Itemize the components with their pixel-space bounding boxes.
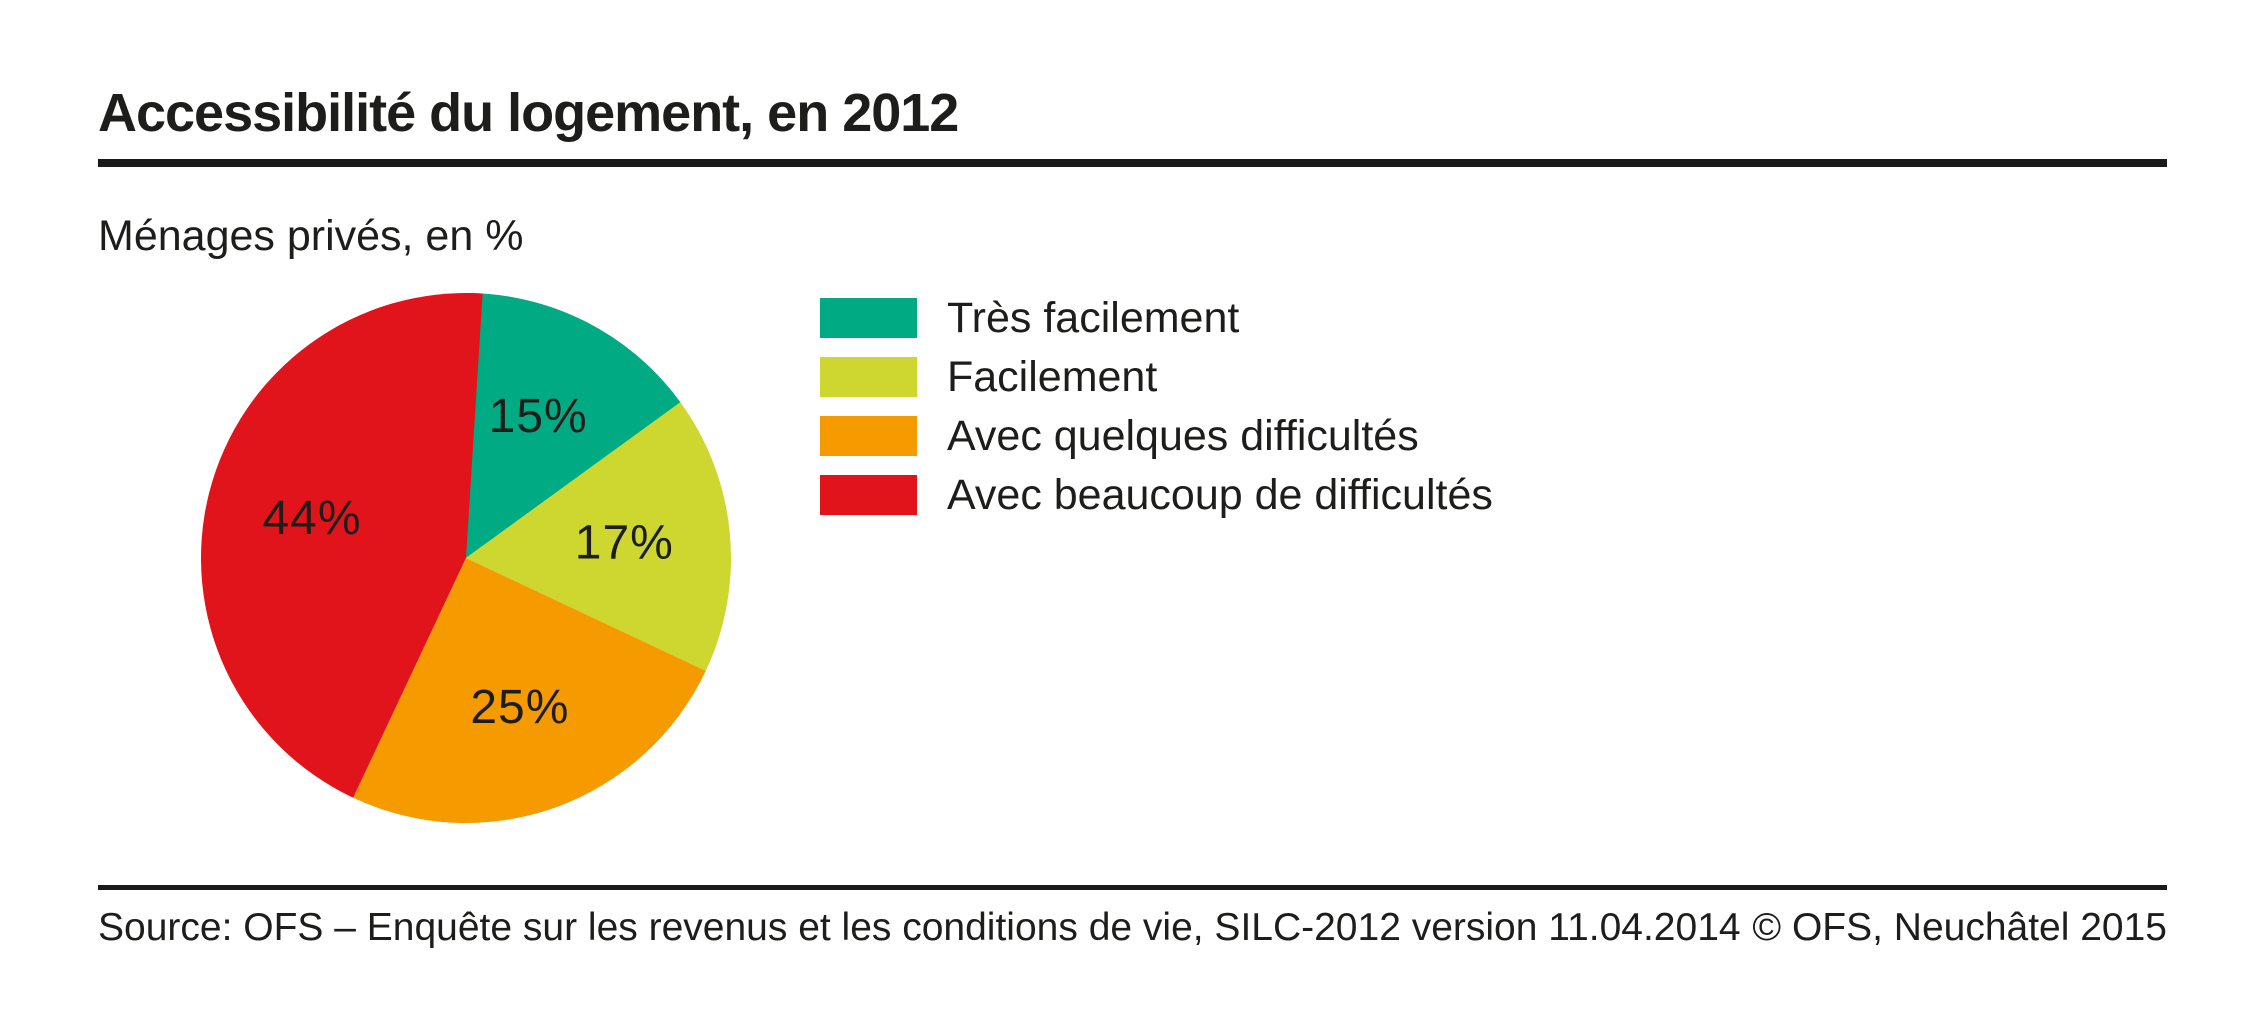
title-rule [98,159,2167,167]
legend: Très facilement Facilement Avec quelques d… [820,294,1493,519]
legend-label: Facilement [947,353,1158,401]
legend-swatch [820,357,917,397]
legend-swatch [820,298,917,338]
legend-swatch [820,475,917,515]
pie-value-label: 44% [262,492,361,545]
pie-value-label: 17% [575,517,674,570]
legend-label: Très facilement [947,294,1240,342]
pie-slice-facilement [466,402,731,671]
page-title: Accessibilité du logement, en 2012 [98,83,959,143]
legend-swatch [820,416,917,456]
legend-label: Avec quelques difficultés [947,412,1419,460]
footer: Source: OFS – Enquête sur les revenus et… [98,906,2167,950]
pie-slice-avec-quelques-difficultes [353,558,706,824]
pie-value-label: 15% [489,390,588,443]
pie-slice-avec-beaucoup-de-difficultes [200,292,483,798]
legend-item-tres-facilement: Très facilement [820,294,1493,342]
legend-item-avec-quelques-difficultes: Avec quelques difficultés [820,412,1493,460]
chart-subtitle: Ménages privés, en % [98,212,524,260]
legend-item-facilement: Facilement [820,353,1493,401]
footer-rule [98,885,2167,890]
copyright-text: © OFS, Neuchâtel 2015 [1752,906,2167,949]
pie-slice-tres-facilement [466,293,681,558]
pie-value-label: 25% [470,681,569,734]
legend-label: Avec beaucoup de difficultés [947,471,1493,519]
source-text: Source: OFS – Enquête sur les revenus et… [98,906,1741,949]
pie-chart: 15% 17% 25% 44% [200,292,731,824]
legend-item-avec-beaucoup-de-difficultes: Avec beaucoup de difficultés [820,471,1493,519]
